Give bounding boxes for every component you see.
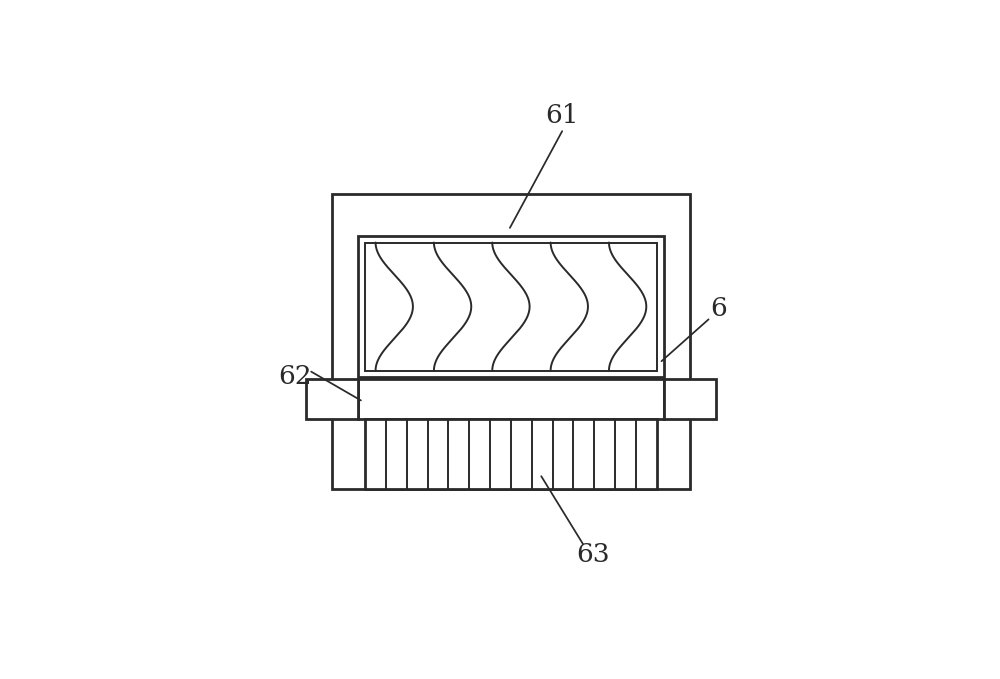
Bar [358,236,664,377]
Bar [332,194,690,490]
Text: 61: 61 [545,103,579,128]
Bar [365,419,657,490]
Bar [365,242,657,371]
Bar [664,380,716,419]
Text: 62: 62 [279,365,312,389]
Bar [306,380,358,419]
Text: 6: 6 [711,297,727,321]
Bar [358,380,664,419]
Text: 63: 63 [577,542,610,567]
